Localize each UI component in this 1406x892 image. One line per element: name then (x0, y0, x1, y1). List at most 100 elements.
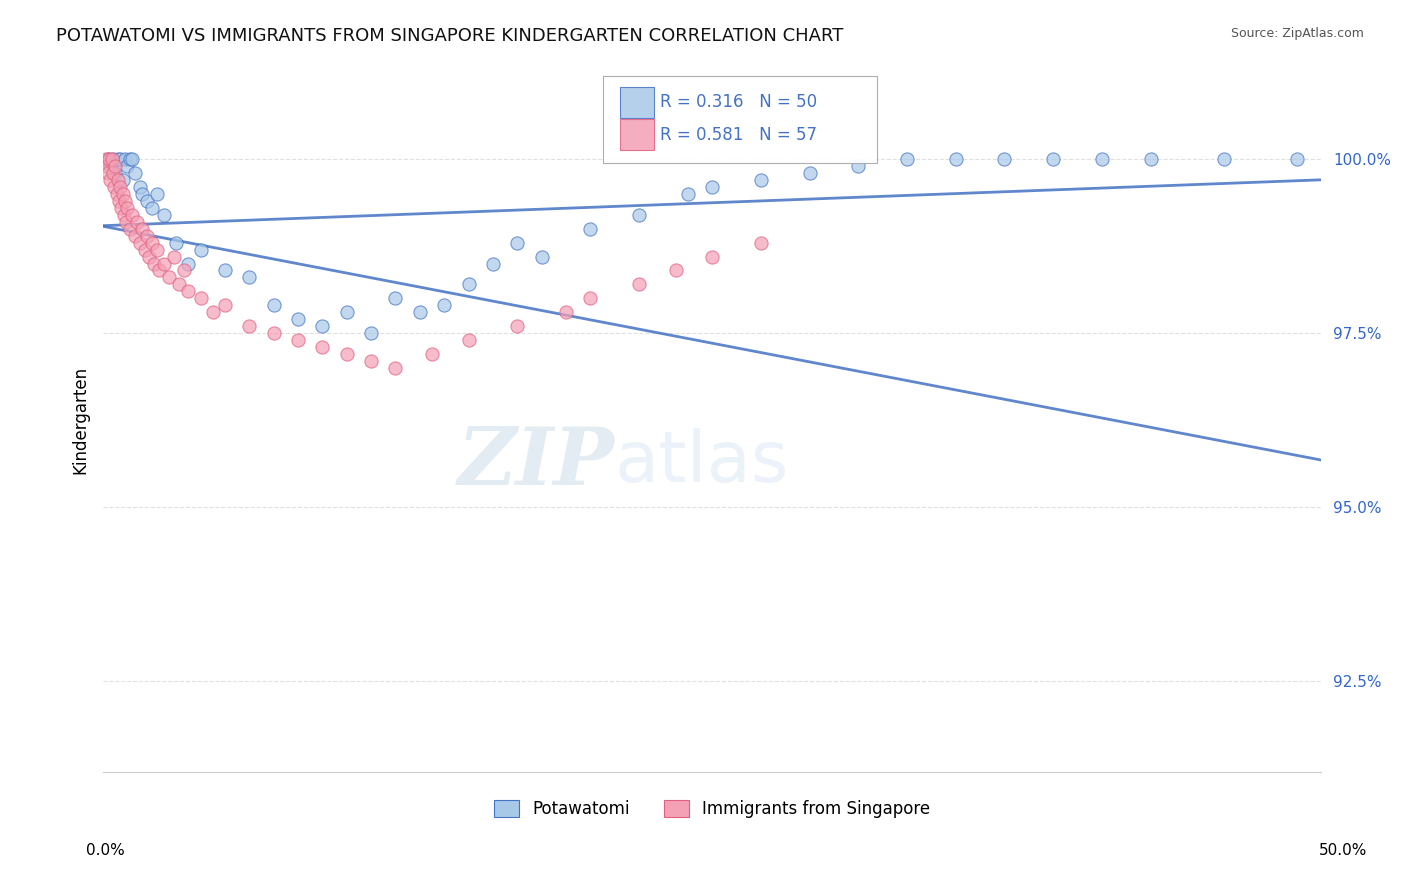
Point (384, 291, 406, 305)
Point (128, 180, 150, 194)
Point (530, 250, 553, 264)
Point (238, 270, 260, 285)
Point (128, 235, 150, 250)
Point (457, 333, 479, 347)
Point (628, 277, 651, 292)
Point (190, 243, 212, 257)
Point (749, 173, 772, 187)
Text: atlas: atlas (614, 428, 789, 497)
Point (993, 152, 1015, 166)
Point (167, 277, 190, 292)
Point (384, 361, 406, 376)
Point (177, 256, 200, 270)
Point (749, 235, 772, 250)
Text: 50.0%: 50.0% (1319, 843, 1367, 858)
Point (104, 159, 127, 173)
FancyBboxPatch shape (603, 76, 876, 163)
Point (96, 159, 118, 173)
Point (141, 235, 163, 250)
Point (1212, 152, 1234, 166)
Point (214, 298, 236, 312)
Text: R = 0.316   N = 50: R = 0.316 N = 50 (659, 94, 817, 112)
Point (579, 291, 602, 305)
FancyBboxPatch shape (620, 120, 654, 150)
Point (896, 152, 918, 166)
Point (103, 180, 125, 194)
Point (136, 228, 159, 243)
Point (482, 256, 505, 270)
FancyBboxPatch shape (620, 87, 654, 118)
Point (506, 235, 529, 250)
Point (579, 221, 602, 235)
Point (214, 263, 236, 277)
Point (311, 319, 333, 334)
Point (153, 208, 176, 222)
Point (145, 243, 167, 257)
Point (107, 173, 129, 187)
Point (165, 235, 187, 250)
Point (555, 305, 578, 319)
Y-axis label: Kindergarten: Kindergarten (72, 367, 89, 475)
Point (665, 263, 688, 277)
Point (107, 152, 129, 166)
Text: ZIP: ZIP (458, 424, 614, 501)
Point (433, 298, 456, 312)
Point (457, 277, 479, 292)
Point (420, 347, 443, 361)
Point (124, 228, 146, 243)
Point (100, 159, 122, 173)
Point (101, 166, 124, 180)
Point (145, 186, 167, 201)
Point (121, 208, 143, 222)
Point (115, 215, 138, 229)
Point (136, 194, 159, 208)
Point (238, 319, 260, 334)
Point (263, 326, 285, 341)
Point (118, 221, 141, 235)
Point (201, 305, 224, 319)
Point (1285, 152, 1308, 166)
Point (177, 285, 200, 299)
Point (846, 159, 869, 173)
Point (336, 305, 359, 319)
Point (336, 347, 359, 361)
Point (945, 152, 967, 166)
Point (100, 173, 122, 187)
Point (94, 152, 117, 166)
Point (108, 180, 131, 194)
Point (104, 166, 127, 180)
Point (111, 173, 134, 187)
Point (112, 208, 135, 222)
Text: R = 0.581   N = 57: R = 0.581 N = 57 (659, 126, 817, 144)
Point (117, 201, 139, 215)
Point (1091, 152, 1114, 166)
Point (1042, 152, 1064, 166)
Point (108, 194, 131, 208)
Point (108, 152, 131, 166)
Point (153, 256, 176, 270)
Point (263, 298, 285, 312)
Point (131, 186, 153, 201)
Point (143, 256, 166, 270)
Point (506, 319, 529, 334)
Point (676, 186, 699, 201)
Point (97, 152, 120, 166)
Point (111, 186, 134, 201)
Point (131, 221, 153, 235)
Point (409, 305, 432, 319)
Text: Source: ZipAtlas.com: Source: ZipAtlas.com (1230, 27, 1364, 40)
Point (101, 152, 124, 166)
Point (360, 326, 382, 341)
Point (98, 152, 121, 166)
Point (702, 250, 724, 264)
Text: POTAWATOMI VS IMMIGRANTS FROM SINGAPORE KINDERGARTEN CORRELATION CHART: POTAWATOMI VS IMMIGRANTS FROM SINGAPORE … (56, 27, 844, 45)
Point (173, 263, 195, 277)
Point (287, 333, 309, 347)
Point (190, 291, 212, 305)
Point (163, 250, 186, 264)
Point (114, 194, 136, 208)
Point (127, 215, 149, 229)
Point (118, 152, 141, 166)
Legend: Potawatomi, Immigrants from Singapore: Potawatomi, Immigrants from Singapore (488, 793, 936, 825)
Point (114, 152, 136, 166)
